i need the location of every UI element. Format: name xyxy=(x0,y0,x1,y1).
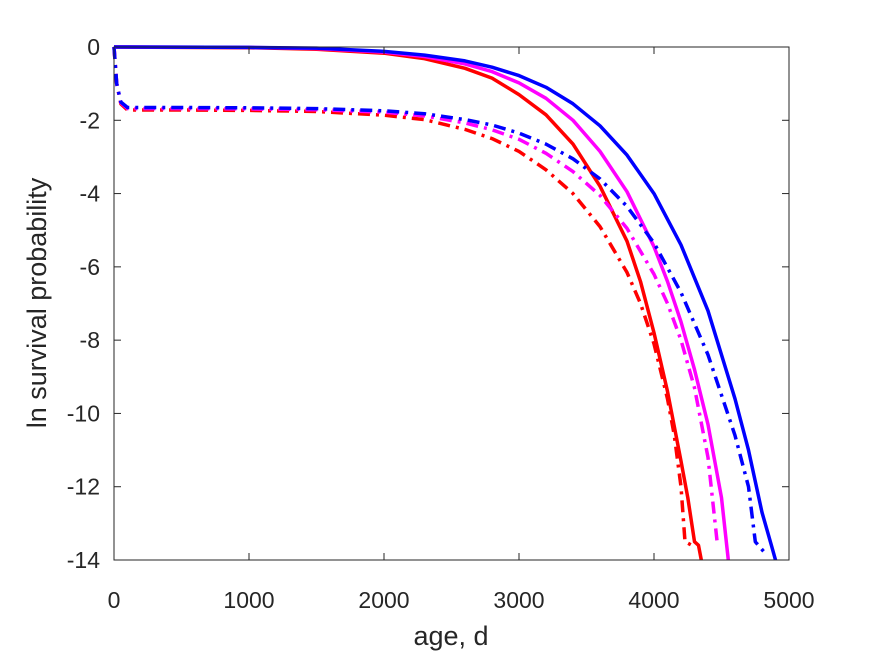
x-tick-label: 0 xyxy=(108,587,121,613)
tick-labels: 0 1000 2000 3000 4000 5000 0 -2 -4 -6 -8 -10 -12 -14 xyxy=(67,34,815,613)
y-tick-label: -10 xyxy=(67,400,100,426)
tick-marks xyxy=(113,46,790,561)
x-tick-label: 2000 xyxy=(358,587,409,613)
series-line-3 xyxy=(113,45,778,561)
y-tick-label: 0 xyxy=(87,34,100,60)
y-tick-label: -8 xyxy=(80,327,100,353)
x-tick-label: 1000 xyxy=(223,587,274,613)
x-axis-title: age, d xyxy=(413,621,488,651)
series-line-4 xyxy=(112,46,693,547)
series-line-6 xyxy=(112,46,767,554)
x-tick-label: 3000 xyxy=(493,587,544,613)
x-tick-label: 5000 xyxy=(763,587,814,613)
y-axis-title: ln survival probability xyxy=(22,177,52,428)
y-tick-label: -6 xyxy=(80,254,100,280)
y-tick-label: -14 xyxy=(67,547,100,573)
y-tick-label: -4 xyxy=(80,181,101,207)
y-tick-label: -12 xyxy=(67,474,100,500)
y-tick-label: -2 xyxy=(80,107,100,133)
x-tick-label: 4000 xyxy=(628,587,679,613)
plot-area-frame xyxy=(113,46,790,561)
